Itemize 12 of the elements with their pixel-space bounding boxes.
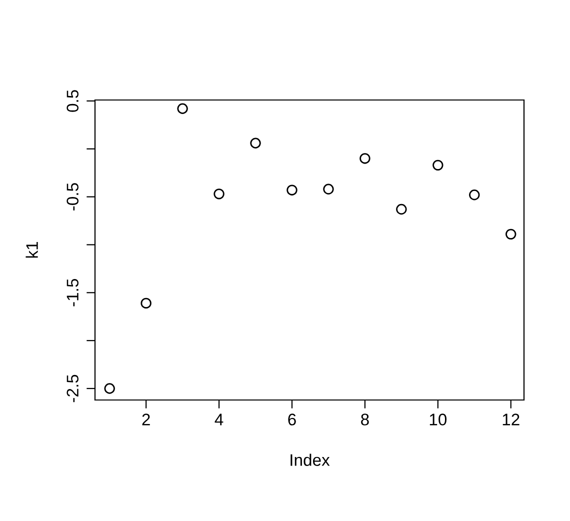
- y-tick-label: -1.5: [66, 278, 79, 306]
- y-tick-label: -2.5: [66, 374, 79, 402]
- x-tick-label: 4: [214, 414, 224, 426]
- x-tick-label: 10: [430, 414, 447, 426]
- x-tick-label: 12: [502, 414, 520, 426]
- x-axis-title: Index: [290, 454, 330, 466]
- x-tick-label: 6: [288, 414, 296, 426]
- x-tick-label: 2: [142, 414, 150, 426]
- y-tick-label: 0.5: [66, 90, 79, 112]
- y-tick-label: -0.5: [66, 183, 79, 210]
- x-tick-label: 8: [361, 414, 369, 426]
- y-axis-title: k1: [26, 242, 38, 258]
